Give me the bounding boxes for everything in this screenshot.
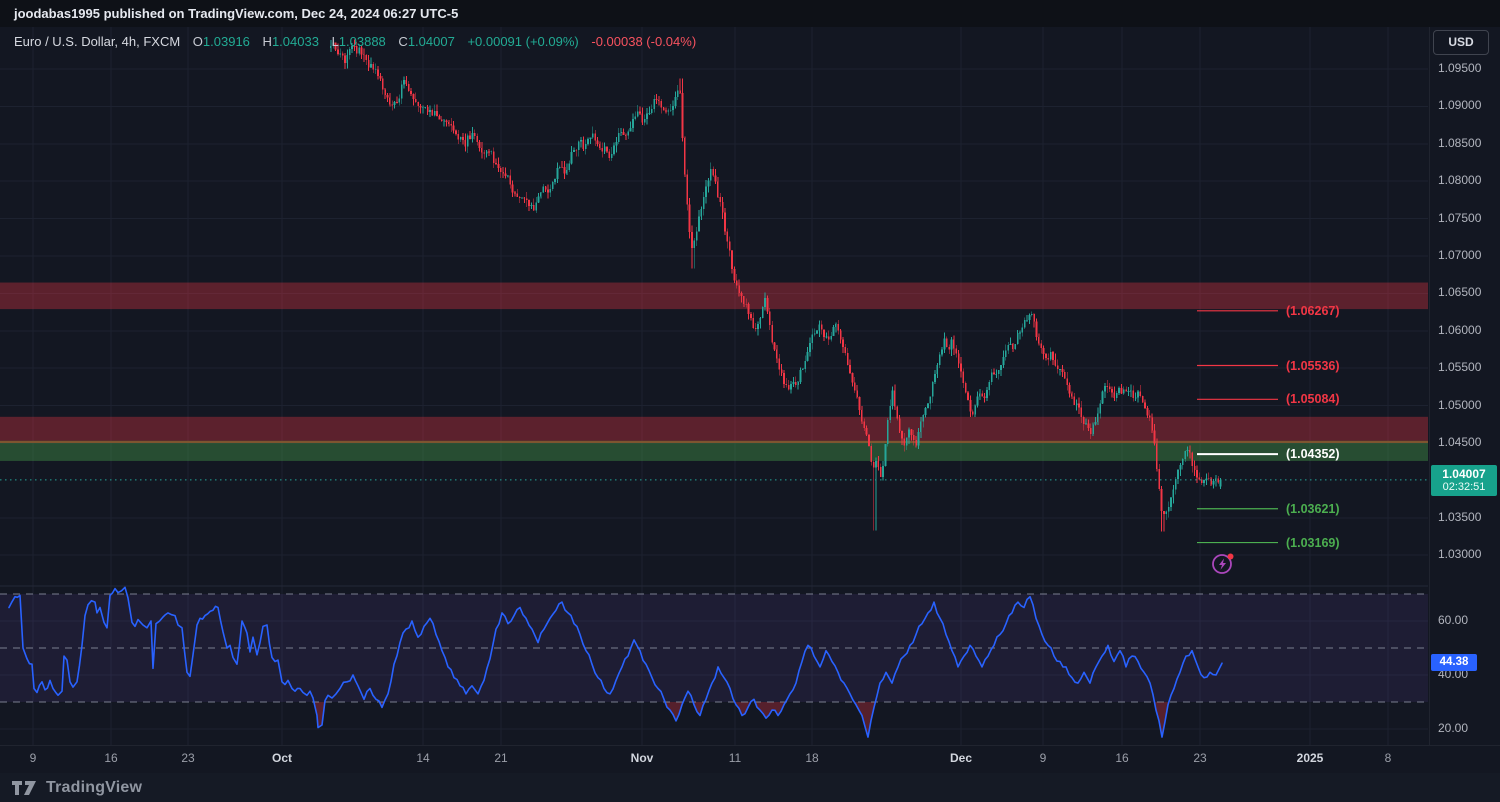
level-label[interactable]: (1.04352) bbox=[1286, 447, 1340, 462]
change-positive: +0.00091 (+0.09%) bbox=[467, 34, 579, 49]
level-label[interactable]: (1.06267) bbox=[1286, 303, 1340, 318]
price-tick: 1.09500 bbox=[1438, 61, 1482, 75]
high-value: 1.04033 bbox=[271, 34, 319, 49]
price-tick: 1.07500 bbox=[1438, 210, 1482, 225]
price-tick: 1.05000 bbox=[1438, 397, 1482, 412]
chart-pane[interactable]: Euro / U.S. Dollar, 4h, FXCM O1.03916 H1… bbox=[0, 27, 1428, 745]
price-tick: 1.03000 bbox=[1438, 547, 1482, 562]
tradingview-logo-icon[interactable] bbox=[12, 780, 38, 796]
price-tick: 1.06500 bbox=[1438, 285, 1482, 300]
symbol-info-row[interactable]: Euro / U.S. Dollar, 4h, FXCM O1.03916 H1… bbox=[14, 34, 696, 49]
low-value: 1.03888 bbox=[338, 34, 386, 49]
time-tick: 14 bbox=[416, 751, 430, 765]
current-price-badge: 1.04007 02:32:51 bbox=[1431, 464, 1497, 496]
time-tick: 8 bbox=[1384, 751, 1392, 765]
open-value: 1.03916 bbox=[202, 34, 250, 49]
time-scale-axis[interactable]: 9 16 23 Oct 14 21 Nov 11 18 Dec 9 16 23 2025 8 bbox=[0, 745, 1500, 773]
footer-bar: TradingView bbox=[0, 772, 1500, 802]
time-tick: Nov bbox=[630, 751, 654, 765]
low-label: L bbox=[331, 34, 339, 49]
lightning-circle-icon bbox=[1212, 553, 1234, 574]
bar-countdown: 02:32:51 bbox=[1442, 480, 1486, 493]
time-tick: 11 bbox=[728, 751, 742, 765]
price-tick: 1.05500 bbox=[1438, 360, 1482, 375]
price-tick: 1.06000 bbox=[1438, 322, 1482, 337]
price-tick: 1.03500 bbox=[1438, 509, 1482, 524]
time-tick: 23 bbox=[1193, 751, 1207, 765]
time-tick: 18 bbox=[805, 751, 819, 765]
tradingview-wordmark[interactable]: TradingView bbox=[46, 778, 143, 796]
open-label: O bbox=[192, 34, 203, 49]
price-tick: 1.09000 bbox=[1438, 98, 1482, 113]
time-tick: 23 bbox=[181, 751, 195, 765]
close-value: 1.04007 bbox=[407, 34, 455, 49]
rsi-tick: 20.00 bbox=[1438, 721, 1469, 735]
level-label[interactable]: (1.05536) bbox=[1286, 358, 1340, 373]
rsi-tick: 60.00 bbox=[1438, 613, 1469, 627]
time-tick: 9 bbox=[1039, 751, 1047, 765]
time-tick: 21 bbox=[494, 751, 508, 765]
level-label[interactable]: (1.03169) bbox=[1286, 535, 1340, 550]
level-label[interactable]: (1.05084) bbox=[1286, 392, 1340, 407]
time-tick: 16 bbox=[104, 751, 118, 765]
level-label[interactable]: (1.03621) bbox=[1286, 501, 1340, 516]
symbol-title[interactable]: Euro / U.S. Dollar, 4h, FXCM bbox=[14, 34, 181, 49]
close-label: C bbox=[398, 34, 408, 49]
price-tick: 1.08500 bbox=[1438, 135, 1482, 150]
price-tick: 1.08000 bbox=[1438, 173, 1482, 188]
price-tick: 1.07000 bbox=[1438, 248, 1482, 262]
time-tick: Oct bbox=[271, 751, 293, 765]
price-tick: 1.04500 bbox=[1438, 435, 1482, 449]
currency-toggle-button[interactable]: USD bbox=[1433, 30, 1489, 55]
price-scale-axis[interactable]: USD 1.09500 1.09000 1.08500 1.08000 1.07500 1… bbox=[1429, 27, 1500, 745]
time-tick: 9 bbox=[29, 751, 37, 765]
attribution-bar: joodabas1995 published on TradingView.co… bbox=[0, 0, 1500, 27]
flash-action-icon[interactable] bbox=[1211, 552, 1235, 576]
change-negative: -0.00038 (-0.04%) bbox=[591, 34, 697, 49]
time-tick: Dec bbox=[949, 751, 973, 765]
attribution-text: joodabas1995 published on TradingView.co… bbox=[14, 6, 459, 21]
price-rsi-canvas[interactable] bbox=[0, 27, 1428, 745]
rsi-value-badge: 44.38 bbox=[1431, 654, 1477, 672]
time-tick: 2025 bbox=[1296, 751, 1324, 765]
current-price-value: 1.04007 bbox=[1442, 466, 1486, 481]
candles bbox=[330, 38, 1222, 532]
time-tick: 16 bbox=[1115, 751, 1129, 765]
high-label: H bbox=[262, 34, 272, 49]
